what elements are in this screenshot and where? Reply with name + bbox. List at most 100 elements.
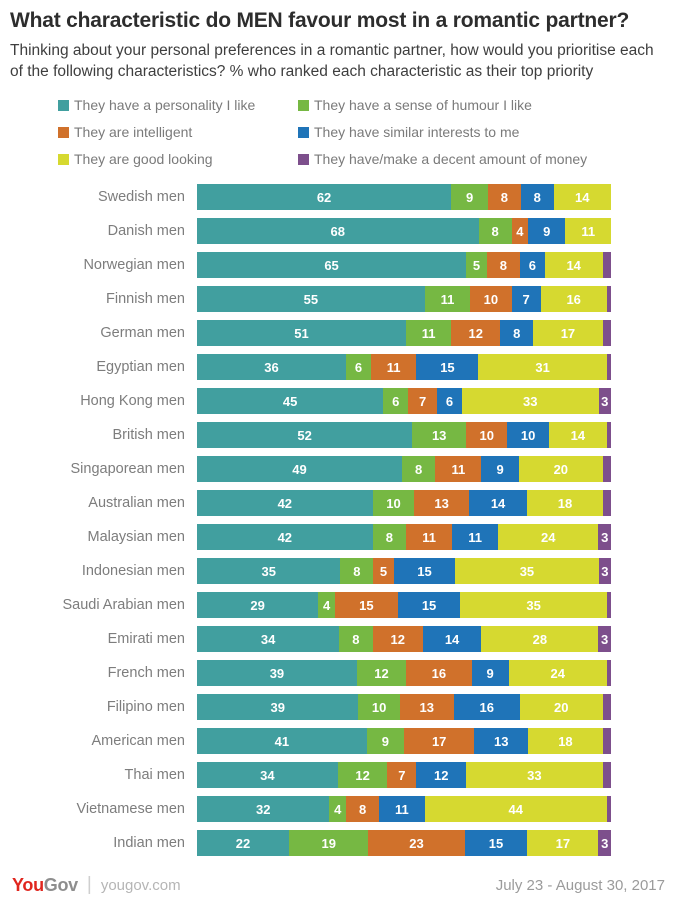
- bar-segment: 6: [383, 388, 409, 414]
- stacked-bar: 22 19 23 15 17 3: [197, 830, 611, 856]
- bar-segment-value: 11: [421, 325, 436, 341]
- legend-item: They have/make a decent amount of money: [298, 151, 679, 167]
- row-label: Norwegian men: [83, 257, 185, 273]
- stacked-bar: 41 9 17 13 18: [197, 728, 611, 754]
- bar-segment-value: 3: [601, 393, 609, 409]
- legend-swatch-icon: [58, 99, 69, 111]
- bar-segment: 15: [416, 354, 479, 380]
- chart-row: Norwegian men 65 5 8 6 14: [0, 252, 679, 278]
- bar-segment-value: 5: [472, 257, 481, 273]
- stacked-bar: 65 5 8 6 14: [197, 252, 611, 278]
- stacked-bar: 34 8 12 14 28 3: [197, 626, 611, 652]
- legend-label: They have/make a decent amount of money: [314, 151, 588, 167]
- bar-segment: 35: [455, 558, 599, 584]
- bar-segment-value: 7: [398, 767, 406, 783]
- bar-segment: 8: [339, 626, 373, 652]
- bar-segment: [602, 728, 611, 754]
- site-url: yougov.com: [100, 876, 181, 894]
- chart-row: Emirati men 34 8 12 14 28 3: [0, 626, 679, 652]
- bar-segment-value: 41: [274, 733, 290, 749]
- bar-segment-value: 16: [479, 699, 494, 715]
- bar-segment-value: 11: [468, 529, 482, 545]
- bar-segment-value: 3: [601, 835, 609, 851]
- row-label: Vietnamese men: [76, 801, 185, 817]
- bar-segment-value: 17: [560, 325, 576, 341]
- bar-segment: 3: [598, 558, 611, 584]
- bar-segment: 19: [289, 830, 369, 856]
- legend: They have a personality I like They have …: [58, 97, 679, 167]
- brand-you: You: [12, 874, 44, 895]
- bar-segment: 9: [481, 456, 519, 482]
- bar-segment-value: 29: [250, 597, 265, 613]
- bar-segment: 11: [406, 320, 452, 346]
- bar-segment: 32: [197, 796, 330, 822]
- chart-row: French men 39 12 16 9 24: [0, 660, 679, 686]
- chart-row: German men 51 11 12 8 17: [0, 320, 679, 346]
- chart-subtitle: Thinking about your personal preferences…: [10, 42, 654, 80]
- brand-divider: |: [86, 874, 92, 895]
- bar-segment: 17: [533, 320, 603, 346]
- chart-row: Indonesian men 35 8 5 15 35 3: [0, 558, 679, 584]
- bar-segment: [606, 592, 611, 618]
- bar-segment-value: 22: [235, 835, 251, 851]
- bar-segment-value: 15: [421, 597, 437, 613]
- bar-segment: [602, 252, 611, 278]
- row-label: Emirati men: [107, 631, 185, 647]
- bar-segment-value: 24: [541, 529, 556, 545]
- bar-segment: 13: [414, 490, 469, 516]
- bar-segment: 31: [478, 354, 607, 380]
- bar-segment-value: 15: [440, 359, 455, 375]
- bar-segment-value: 10: [371, 699, 387, 715]
- bar-segment: 42: [197, 524, 373, 550]
- bar-segment-value: 17: [431, 733, 447, 749]
- row-label: Finnish men: [106, 291, 185, 307]
- bar-segment: 10: [466, 422, 508, 448]
- bar-segment-value: 23: [409, 835, 424, 851]
- bar-segment-value: 12: [468, 325, 483, 341]
- bar-segment: 34: [197, 626, 340, 652]
- chart-row: Swedish men 62 9 8 8 14: [0, 184, 679, 210]
- bar-segment-value: 13: [431, 427, 447, 443]
- bar-segment: [606, 796, 611, 822]
- bar-segment-value: 13: [494, 733, 509, 749]
- legend-item: They are intelligent: [58, 124, 298, 140]
- bar-segment-value: 11: [422, 529, 436, 545]
- bar-segment-value: 8: [500, 189, 509, 205]
- legend-swatch-icon: [58, 126, 69, 138]
- stacked-bar: 68 8 4 9 11: [197, 218, 611, 244]
- bar-segment: 12: [356, 660, 407, 686]
- bar-segment-value: 52: [297, 427, 312, 443]
- bar-segment: 28: [481, 626, 599, 652]
- bar-segment: 14: [468, 490, 528, 516]
- chart-row: Thai men 34 12 7 12 33: [0, 762, 679, 788]
- bar-segment-value: 8: [491, 223, 499, 239]
- chart-row: Danish men 68 8 4 9 11: [0, 218, 679, 244]
- bar-segment-value: 8: [415, 461, 423, 477]
- bar-segment: 15: [397, 592, 461, 618]
- bar-segment: 24: [498, 524, 599, 550]
- bar-segment: 12: [337, 762, 388, 788]
- bar-segment: 17: [527, 830, 599, 856]
- bar-segment: 15: [334, 592, 398, 618]
- bar-segment: 14: [422, 626, 482, 652]
- stacked-bar: 42 8 11 11 24 3: [197, 524, 611, 550]
- bar-segment: 39: [197, 660, 357, 686]
- legend-label: They have a personality I like: [74, 97, 256, 113]
- bar-segment: [606, 354, 611, 380]
- bar-segment-value: 19: [321, 835, 336, 851]
- bar-segment: [602, 320, 611, 346]
- bar-segment-value: 35: [526, 597, 541, 613]
- bar-segment-value: 8: [513, 325, 521, 341]
- bar-segment: 4: [318, 592, 335, 618]
- bar-segment-value: 10: [479, 427, 494, 443]
- bar-segment-value: 6: [528, 257, 536, 273]
- bar-segment: 22: [197, 830, 289, 856]
- bar-segment-value: 3: [601, 563, 609, 579]
- chart-row: Indian men 22 19 23 15 17 3: [0, 830, 679, 856]
- stacked-bar: 62 9 8 8 14: [197, 184, 611, 210]
- bar-segment: 12: [416, 762, 467, 788]
- bar-segment-value: 14: [444, 631, 460, 647]
- row-label: Malaysian men: [87, 529, 185, 545]
- bar-segment-value: 12: [355, 767, 370, 783]
- chart-row: Egyptian men 36 6 11 15 31: [0, 354, 679, 380]
